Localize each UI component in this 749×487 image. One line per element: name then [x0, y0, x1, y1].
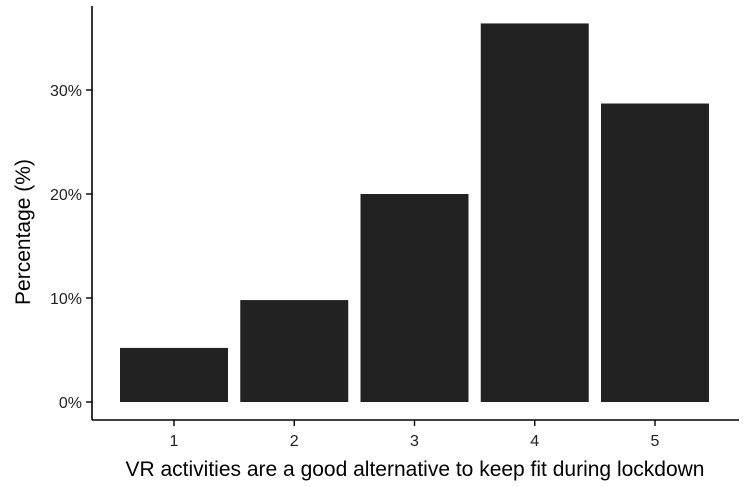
- x-tick-label: 5: [651, 433, 660, 450]
- bar-2: [240, 300, 349, 402]
- y-tick-label: 30%: [50, 83, 82, 100]
- x-tick-label: 4: [530, 433, 539, 450]
- bar-3: [360, 194, 469, 402]
- y-tick-label: 10%: [50, 291, 82, 308]
- x-tick-label: 3: [410, 433, 419, 450]
- y-tick-label: 0%: [59, 395, 82, 412]
- x-tick-label: 1: [170, 433, 179, 450]
- x-tick-label: 2: [290, 433, 299, 450]
- y-ticks-group: 0% 10% 20% 30%: [50, 83, 92, 412]
- bar-4: [480, 23, 589, 402]
- bar-5: [601, 103, 709, 403]
- y-tick-label: 20%: [50, 187, 82, 204]
- bar-1: [120, 347, 228, 402]
- bars-group: [120, 23, 709, 403]
- y-axis-title: Percentage (%): [12, 159, 35, 305]
- x-axis-title: VR activities are a good alternative to …: [126, 458, 705, 481]
- x-ticks-group: 1 2 3 4 5: [170, 420, 660, 450]
